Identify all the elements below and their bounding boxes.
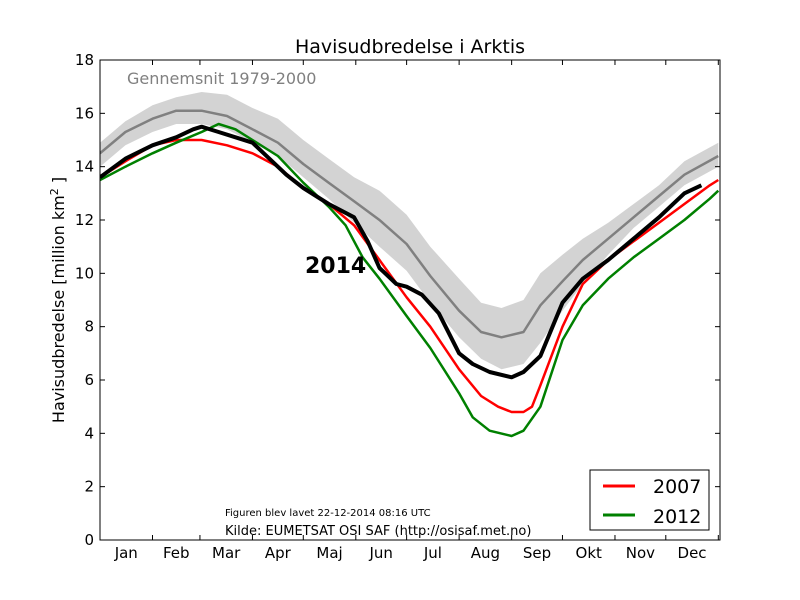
x-tick-label: Nov [626,544,655,562]
y-axis-label-superscript: 2 [48,188,61,195]
legend-label-2007: 2007 [653,476,701,498]
y-tick-label: 0 [84,531,94,549]
series-line-2012 [100,122,720,438]
y-tick-label: 10 [75,264,94,282]
x-tick-label: Dec [678,544,707,562]
y-tick-label: 2 [84,478,94,496]
x-tick-label: Jan [114,544,138,562]
chart-title: Havisudbredelse i Arktis [295,36,525,58]
y-tick-label: 18 [75,51,94,69]
created-note: Figuren blev lavet 22-12-2014 08:16 UTC [225,508,431,519]
legend: 2007 2012 [589,469,710,531]
plot-frame [99,59,721,541]
series-line-2014 [100,124,703,380]
x-tick-label: Aug [471,544,500,562]
x-tick-label: Jun [368,544,392,562]
plot-area [100,92,720,438]
x-tick-label: Jul [423,544,442,562]
average-annotation: Gennemsnit 1979-2000 [127,69,316,88]
year-annotation: 2014 [305,254,366,279]
y-tick-label: 16 [75,104,94,122]
y-tick-label: 12 [75,211,94,229]
legend-label-2012: 2012 [653,506,701,528]
x-tick-label: Okt [576,544,602,562]
y-tick-label: 6 [84,371,94,389]
y-axis-label-end: ] [49,177,68,188]
source-note: Kilde: EUMETSAT OSI SAF (http://osisaf.m… [225,524,531,539]
x-tick-label: Mar [212,544,241,562]
x-tick-label: Apr [265,544,292,562]
x-tick-label: Maj [316,544,342,562]
y-tick-label: 14 [75,158,94,176]
y-tick-label: 4 [84,424,94,442]
legend-box [589,469,710,531]
y-axis-label-main: Havisudbredelse [million km [49,195,68,423]
y-axis-label: Havisudbredelse [million km2 ] [48,177,68,423]
x-tick-label: Sep [523,544,551,562]
x-tick-label: Feb [163,544,190,562]
average-line [100,109,719,339]
y-tick-label: 8 [84,318,94,336]
